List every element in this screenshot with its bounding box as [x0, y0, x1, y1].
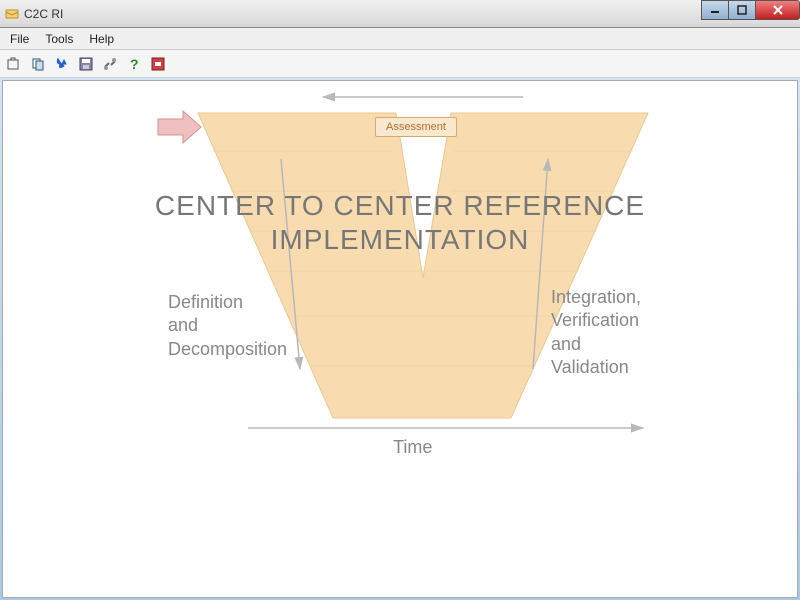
title-line1: CENTER TO CENTER REFERENCE — [3, 189, 797, 223]
assessment-box: Assessment — [375, 117, 457, 137]
menu-file[interactable]: File — [2, 30, 37, 48]
minimize-button[interactable] — [701, 0, 729, 20]
close-button[interactable] — [755, 0, 800, 20]
stop-icon[interactable] — [148, 54, 168, 74]
settings-icon[interactable] — [100, 54, 120, 74]
entry-arrow-icon — [158, 111, 201, 143]
flow-arrows — [3, 81, 793, 598]
time-label: Time — [393, 436, 432, 459]
menu-tools[interactable]: Tools — [37, 30, 81, 48]
menu-help[interactable]: Help — [81, 30, 122, 48]
copy-icon[interactable] — [28, 54, 48, 74]
title-line2: IMPLEMENTATION — [3, 223, 797, 257]
left-label: Definition and Decomposition — [168, 291, 287, 361]
help-icon[interactable]: ? — [124, 54, 144, 74]
menubar: File Tools Help — [0, 28, 800, 50]
run-icon[interactable] — [52, 54, 72, 74]
maximize-button[interactable] — [728, 0, 756, 20]
right-label: Integration, Verification and Validation — [551, 286, 641, 380]
toolbar: ? — [0, 50, 800, 78]
svg-text:?: ? — [130, 56, 139, 72]
content-area: Assessment CENTER TO CENTER REFERENCE IM… — [2, 80, 798, 598]
window-title: C2C RI — [24, 7, 63, 21]
titlebar: C2C RI — [0, 0, 800, 28]
diagram-title: CENTER TO CENTER REFERENCE IMPLEMENTATIO… — [3, 189, 797, 256]
app-icon — [4, 6, 20, 22]
open-icon[interactable] — [4, 54, 24, 74]
v-model-diagram: Assessment CENTER TO CENTER REFERENCE IM… — [3, 81, 797, 597]
save-icon[interactable] — [76, 54, 96, 74]
